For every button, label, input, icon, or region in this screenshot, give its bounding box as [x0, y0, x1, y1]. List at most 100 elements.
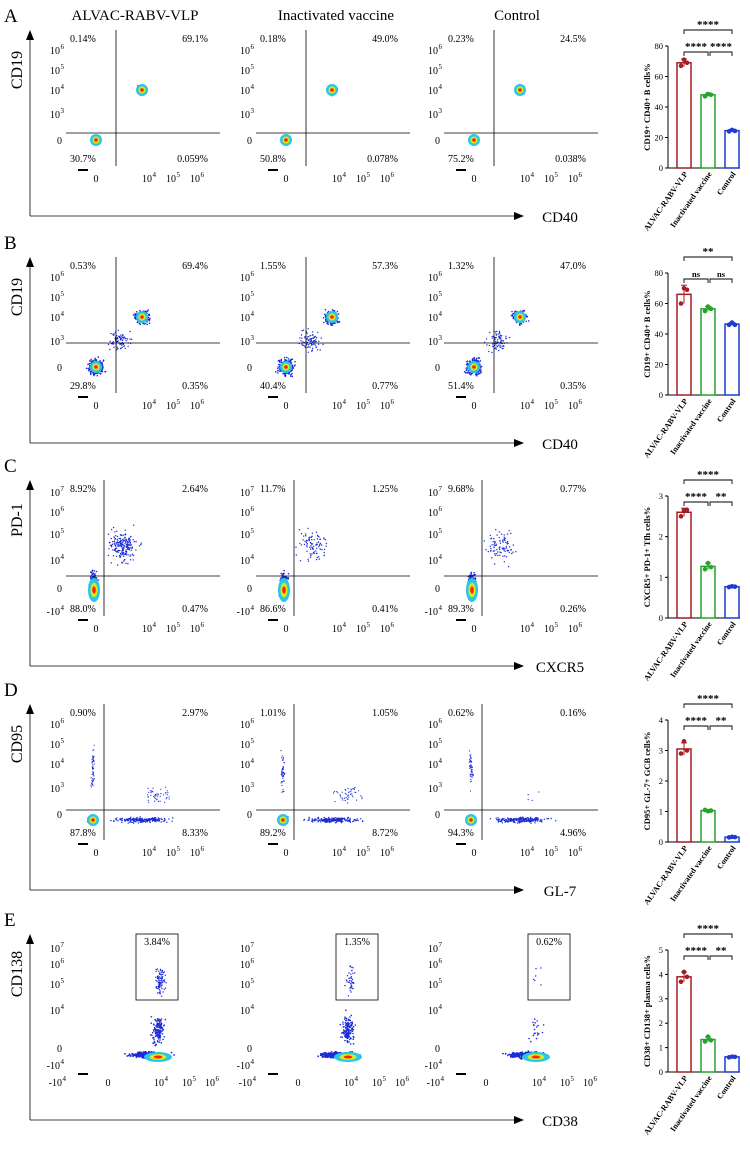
- event-dot: [325, 316, 327, 318]
- tick-exp: 4: [251, 604, 255, 612]
- tick-exp: 6: [201, 621, 205, 629]
- event-dot: [128, 538, 129, 539]
- tick-base: 10: [428, 293, 438, 304]
- event-dot: [105, 371, 107, 373]
- event-dot: [311, 539, 312, 540]
- event-dot: [492, 336, 493, 337]
- event-dot: [123, 552, 124, 553]
- quadrant-ll-percentage: 30.7%: [70, 154, 96, 165]
- event-dot: [127, 547, 128, 548]
- x-tick-label: 0: [284, 174, 289, 185]
- event-dot: [511, 549, 512, 550]
- tick-base: -10: [47, 607, 60, 618]
- tick-exp: 4: [531, 621, 535, 629]
- event-dot: [90, 576, 92, 578]
- bar-y-tick-label: 80: [655, 41, 664, 51]
- event-dot: [310, 549, 311, 550]
- event-dot: [492, 346, 493, 347]
- x-tick-label: 0: [94, 401, 99, 412]
- y-tick-label: 0: [435, 136, 440, 147]
- event-dot: [120, 339, 121, 340]
- event-dot: [310, 335, 311, 336]
- event-dot: [308, 339, 309, 340]
- axis-ticks: [78, 396, 88, 398]
- event-dot: [123, 344, 124, 345]
- event-dot: [130, 539, 131, 540]
- tick-exp: 5: [367, 621, 371, 629]
- event-dot: [317, 538, 318, 539]
- event-dot: [304, 345, 305, 346]
- event-dot: [284, 357, 286, 359]
- data-point: [685, 287, 690, 292]
- bar: [677, 294, 691, 395]
- event-dot: [315, 341, 316, 342]
- y-axis-title: PD-1: [9, 503, 26, 537]
- event-dot: [119, 344, 120, 345]
- event-dot: [123, 550, 124, 551]
- tick-exp: 6: [579, 398, 583, 406]
- event-dot: [314, 337, 315, 338]
- event-dots: [468, 84, 526, 146]
- tick-exp: 3: [439, 107, 443, 115]
- quadrant-ur-percentage: 69.1%: [182, 34, 208, 45]
- tick-base: 10: [568, 624, 578, 635]
- tick-base: 10: [240, 488, 250, 499]
- event-dot: [120, 348, 121, 349]
- event-dot: [480, 360, 482, 362]
- bar: [725, 324, 739, 395]
- event-dot: [502, 348, 503, 349]
- axis-ticks: [456, 169, 466, 171]
- event-dot: [484, 540, 485, 541]
- event-dot: [125, 551, 126, 552]
- event-dot: [129, 331, 130, 332]
- bar-y-tick-label: 3: [659, 491, 663, 501]
- event-dot: [505, 336, 506, 337]
- y-axis-arrowhead: [26, 480, 34, 490]
- event-dot: [96, 571, 98, 573]
- event-dot: [301, 544, 302, 545]
- event-dot: [287, 578, 289, 580]
- event-dot: [318, 546, 319, 547]
- event-dot: [491, 538, 492, 539]
- bar: [677, 512, 691, 618]
- event-dot: [90, 373, 92, 375]
- event-dot: [117, 539, 118, 540]
- event-dot: [130, 547, 131, 548]
- tick-exp: 6: [201, 398, 205, 406]
- axis-ticks: [268, 396, 278, 398]
- event-dot: [502, 346, 503, 347]
- event-dot: [135, 541, 136, 542]
- bar-y-tick-label: 20: [655, 133, 664, 143]
- event-dot: [128, 549, 129, 550]
- bar-y-tick-label: 0: [659, 613, 663, 623]
- event-dot: [88, 370, 90, 372]
- event-dot: [312, 344, 313, 345]
- tick-exp: 6: [61, 717, 65, 725]
- tick-exp: 5: [251, 290, 255, 298]
- event-dot: [119, 336, 120, 337]
- y-axis-title: CD19: [9, 278, 26, 316]
- event-dot: [123, 337, 124, 338]
- event-dot: [510, 533, 511, 534]
- event-dot: [319, 545, 320, 546]
- event-dot: [472, 358, 474, 360]
- event-dot: [122, 539, 123, 540]
- tick-base: 10: [428, 508, 438, 519]
- event-dot: [121, 347, 122, 348]
- event-dot: [130, 338, 131, 339]
- tick-exp: 4: [153, 621, 157, 629]
- event-dot: [122, 337, 123, 338]
- event-dot: [299, 337, 300, 338]
- event-dot: [135, 549, 136, 550]
- event-dot: [324, 552, 325, 553]
- event-dot: [324, 555, 325, 556]
- event-dot: [509, 546, 510, 547]
